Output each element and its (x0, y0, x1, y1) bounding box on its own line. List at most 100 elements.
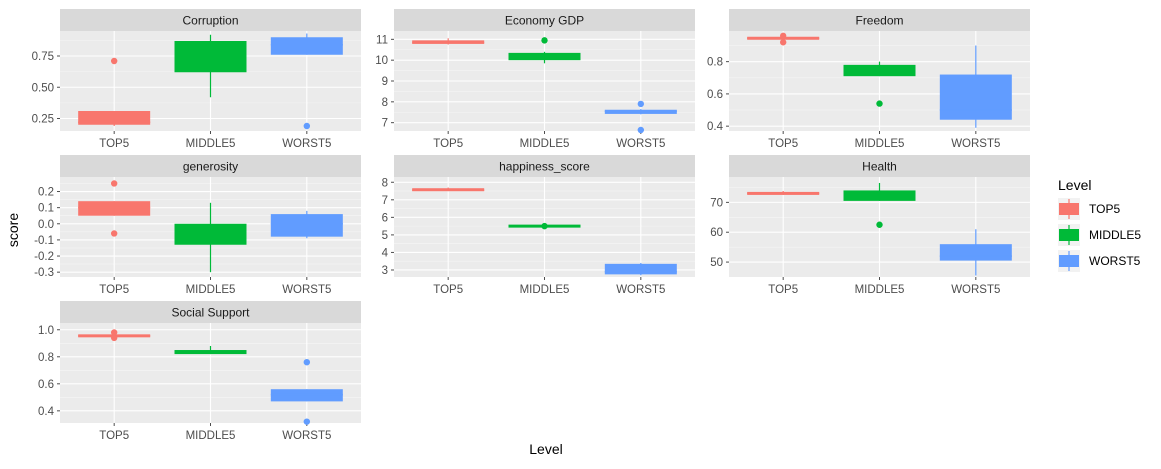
x-tick-label: MIDDLE5 (520, 284, 570, 296)
outlier-point (876, 100, 883, 107)
box-body (78, 111, 151, 125)
y-tick-label: 0.25 (32, 114, 54, 126)
outlier-point (637, 126, 645, 134)
facet-panel-freedom: Freedom 0.4 0.6 0.8 TOP5 MIDDLE5 WORST5 (707, 9, 1030, 150)
facet-panel-happiness-score: happiness_score 3 4 5 6 7 8 TOP5 MIDDLE5 WORST5 (382, 155, 695, 296)
facet-strip-label-happiness-score: happiness_score (499, 160, 590, 174)
y-tick-label: 0.6 (38, 379, 54, 391)
outlier-point (110, 329, 118, 336)
y-tick-label: -0.2 (34, 251, 54, 263)
y-tick-label: 0.75 (32, 51, 54, 63)
outlier-point (779, 32, 787, 40)
outlier-point (541, 222, 548, 230)
legend-key-box (1059, 229, 1079, 241)
y-tick-label: 0.2 (38, 187, 54, 199)
x-tick-label: TOP5 (433, 138, 463, 150)
box-happiness-score-top5 (412, 187, 485, 192)
box-freedom-worst5 (939, 45, 1012, 128)
x-tick-label: WORST5 (951, 138, 1000, 150)
outlier-point (303, 122, 311, 130)
outlier-point (110, 180, 118, 187)
y-tick-label: -0.3 (34, 267, 54, 279)
box-economy-gdp-middle5 (508, 37, 581, 64)
x-tick-label: WORST5 (616, 138, 665, 150)
y-tick-label: 0.8 (707, 57, 723, 69)
y-tick-label: 70 (710, 197, 723, 209)
box-freedom-top5 (747, 32, 820, 46)
x-tick-label: TOP5 (433, 284, 463, 296)
facet-panel-health: Health 50 60 70 TOP5 MIDDLE5 WORST5 (710, 155, 1030, 296)
x-tick-label: WORST5 (282, 284, 331, 296)
y-tick-label: 11 (376, 34, 388, 46)
y-tick-label: 6 (382, 212, 388, 224)
x-tick-label: TOP5 (99, 138, 129, 150)
y-tick-label: 8 (382, 177, 388, 189)
box-generosity-worst5 (270, 210, 343, 239)
box-happiness-score-middle5 (508, 222, 581, 230)
facet-strip-label-generosity: generosity (183, 160, 238, 174)
box-economy-gdp-worst5 (604, 100, 677, 134)
y-tick-label: 0.0 (38, 219, 54, 231)
box-health-worst5 (939, 229, 1012, 276)
legend-title: Level (1058, 177, 1091, 193)
y-tick-label: 7 (382, 118, 388, 130)
y-tick-label: 5 (382, 230, 388, 242)
facet-strip-corruption (60, 9, 361, 31)
y-tick-label: 50 (710, 257, 723, 269)
legend-key-box (1059, 255, 1079, 267)
facet-panel-corruption: Corruption 0.25 0.50 0.75 TOP5 MIDDLE5 WORST5 (32, 9, 361, 150)
box-generosity-middle5 (174, 202, 247, 273)
outlier-point (110, 230, 118, 237)
box-body (939, 74, 1012, 120)
box-body (270, 37, 343, 55)
x-tick-label: WORST5 (616, 284, 665, 296)
y-tick-label: 3 (382, 265, 388, 277)
box-social-support-top5 (78, 329, 151, 342)
facet-strip-label-economy-gdp: Economy GDP (505, 14, 584, 28)
outlier-point (876, 221, 883, 228)
outlier-point (110, 334, 118, 342)
y-tick-label: 0.6 (707, 89, 723, 101)
x-axis-title: Level (529, 441, 562, 457)
x-tick-label: TOP5 (99, 430, 129, 442)
y-tick-label: 0.50 (32, 82, 54, 94)
box-body (604, 263, 677, 275)
x-tick-label: WORST5 (282, 138, 331, 150)
facet-strip-generosity (60, 155, 361, 177)
y-tick-label: 7 (382, 195, 388, 207)
outlier-point (637, 100, 645, 108)
facet-strip-label-social-support: Social Support (171, 306, 250, 320)
y-tick-label: 8 (382, 97, 388, 109)
box-social-support-middle5 (174, 345, 247, 355)
box-health-top5 (747, 191, 820, 195)
outlier-point (303, 358, 311, 366)
y-tick-label: 1.0 (38, 325, 54, 337)
y-tick-label: 0.4 (38, 406, 55, 418)
box-health-middle5 (843, 182, 916, 228)
y-tick-label: 60 (710, 227, 723, 239)
legend-label-worst5: WORST5 (1089, 254, 1141, 268)
facet-strip-label-freedom: Freedom (855, 14, 903, 28)
box-happiness-score-worst5 (604, 262, 677, 276)
facet-panel-economy-gdp: Economy GDP 7 8 9 10 11 TOP5 MIDDLE5 WORST5 (375, 9, 695, 150)
outlier-point (541, 37, 548, 44)
x-tick-label: MIDDLE5 (186, 430, 236, 442)
y-axis-title: score (5, 213, 21, 247)
x-tick-label: TOP5 (768, 138, 798, 150)
outlier-point (779, 39, 787, 46)
x-tick-label: MIDDLE5 (855, 138, 905, 150)
x-tick-label: MIDDLE5 (186, 138, 236, 150)
x-tick-label: MIDDLE5 (855, 284, 905, 296)
facet-strip-economy-gdp (394, 9, 695, 31)
y-tick-label: 4 (382, 247, 389, 259)
box-corruption-worst5 (270, 33, 343, 130)
y-tick-label: 10 (375, 55, 388, 67)
x-tick-label: TOP5 (99, 284, 129, 296)
x-tick-label: MIDDLE5 (520, 138, 570, 150)
facet-strip-social-support (60, 301, 361, 323)
box-corruption-top5 (78, 57, 151, 126)
x-tick-label: TOP5 (768, 284, 798, 296)
